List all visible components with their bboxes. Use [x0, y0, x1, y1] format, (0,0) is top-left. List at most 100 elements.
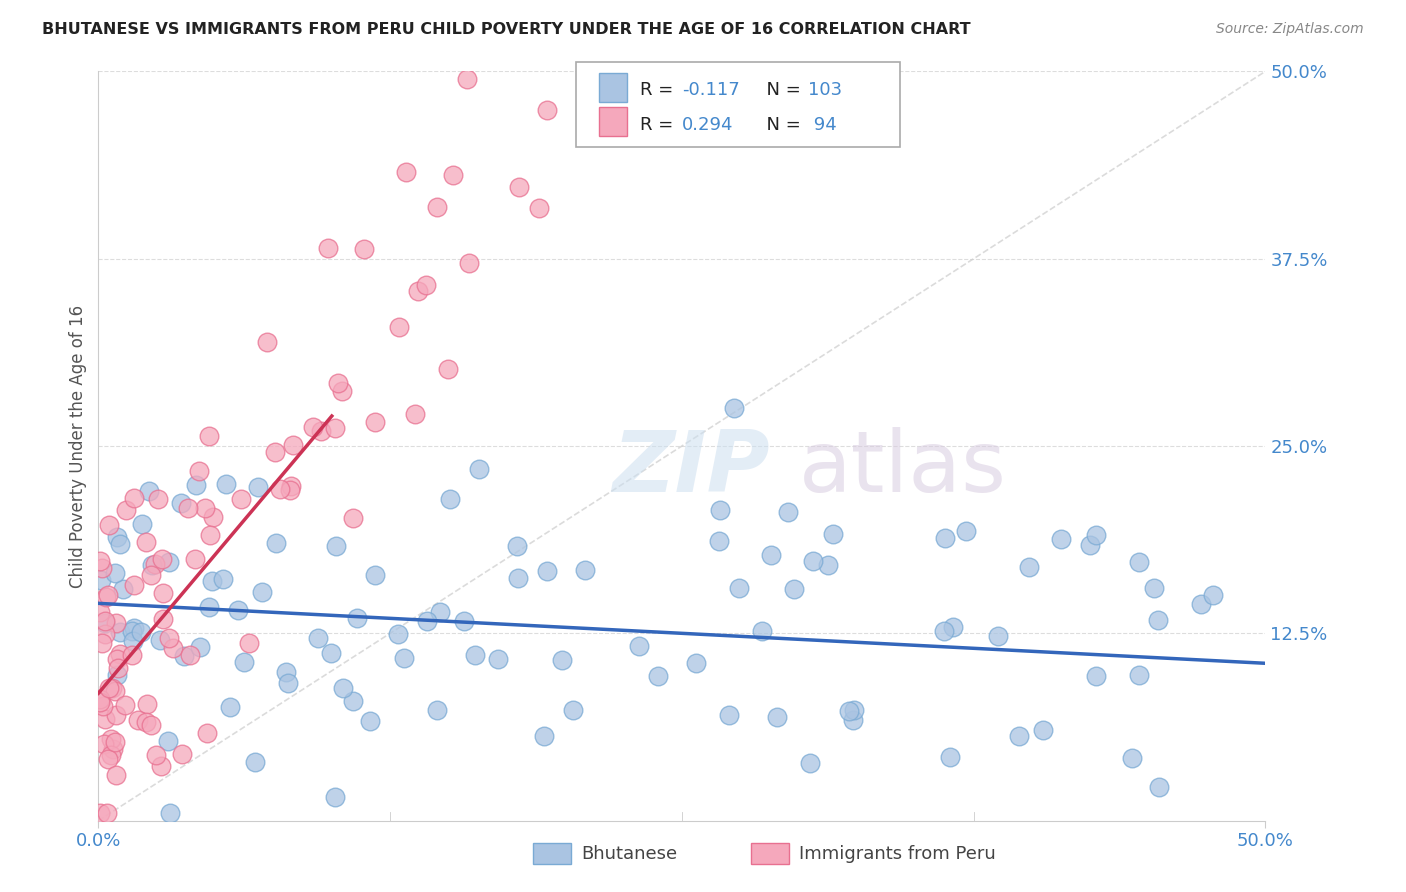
Point [104, 708, 127, 723]
Point [533, 729, 555, 743]
Point [307, 631, 329, 645]
Point [1121, 751, 1143, 765]
Point [200, 528, 222, 542]
Text: 103: 103 [808, 81, 842, 99]
Point [94, 590, 117, 604]
Point [939, 749, 962, 764]
Point [1143, 582, 1166, 596]
Point [342, 510, 364, 524]
Point [364, 567, 387, 582]
Point [841, 713, 863, 727]
Point [536, 103, 558, 117]
Point [94, 712, 117, 726]
Point [108, 647, 131, 661]
Point [198, 429, 221, 443]
Point [302, 420, 325, 434]
Point [105, 615, 128, 630]
Point [346, 611, 368, 625]
Point [278, 483, 301, 498]
Point [439, 491, 461, 506]
Point [162, 641, 184, 656]
Point [332, 681, 354, 695]
Point [801, 554, 824, 568]
Point [987, 630, 1010, 644]
Point [173, 648, 195, 663]
Point [115, 502, 138, 516]
Point [817, 558, 839, 572]
Point [364, 415, 387, 429]
Point [114, 698, 136, 712]
Point [129, 624, 152, 639]
Point [108, 625, 131, 640]
Text: R =: R = [640, 81, 679, 99]
Point [441, 168, 464, 182]
Point [342, 694, 364, 708]
Point [1191, 598, 1213, 612]
Point [437, 362, 460, 376]
Point [1078, 538, 1101, 552]
Point [122, 621, 145, 635]
Point [269, 483, 291, 497]
Point [823, 527, 845, 541]
Point [157, 555, 180, 569]
Point [627, 639, 650, 653]
Point [1085, 528, 1108, 542]
Point [91, 699, 114, 714]
Point [761, 548, 783, 562]
Text: 94: 94 [808, 116, 837, 134]
Point [89, 806, 111, 821]
Point [105, 652, 128, 666]
Point [536, 564, 558, 578]
Point [1008, 730, 1031, 744]
Point [727, 581, 749, 595]
Text: N =: N = [755, 81, 807, 99]
Point [776, 505, 799, 519]
Text: Immigrants from Peru: Immigrants from Peru [799, 845, 995, 863]
Point [468, 462, 491, 476]
Point [98, 517, 121, 532]
Point [150, 759, 173, 773]
Point [138, 484, 160, 499]
Point [718, 708, 741, 723]
Point [453, 615, 475, 629]
Point [150, 552, 173, 566]
Point [100, 748, 122, 763]
Text: 0.294: 0.294 [682, 116, 734, 134]
Point [751, 624, 773, 638]
Point [280, 479, 302, 493]
Point [93, 737, 115, 751]
Point [353, 243, 375, 257]
Point [506, 571, 529, 585]
Point [198, 600, 221, 615]
Point [215, 476, 238, 491]
Point [529, 201, 551, 215]
Point [387, 626, 409, 640]
Point [766, 710, 789, 724]
Point [579, 71, 602, 86]
Point [932, 624, 955, 638]
Point [94, 627, 117, 641]
Point [124, 491, 146, 506]
Point [416, 614, 439, 628]
Point [94, 614, 117, 628]
Point [89, 553, 111, 567]
Point [783, 582, 806, 596]
Point [647, 669, 669, 683]
Point [395, 164, 418, 178]
Point [232, 656, 254, 670]
Text: ZIP: ZIP [612, 427, 769, 510]
Point [359, 714, 381, 728]
Point [97, 752, 120, 766]
Point [90, 574, 112, 588]
Point [152, 586, 174, 600]
Point [426, 200, 449, 214]
Point [159, 806, 181, 821]
Point [392, 651, 415, 665]
Text: BHUTANESE VS IMMIGRANTS FROM PERU CHILD POVERTY UNDER THE AGE OF 16 CORRELATION : BHUTANESE VS IMMIGRANTS FROM PERU CHILD … [42, 22, 970, 37]
Point [243, 755, 266, 769]
Point [143, 557, 166, 571]
Point [89, 692, 111, 706]
Point [201, 574, 224, 588]
Point [1032, 723, 1054, 737]
Point [838, 704, 860, 718]
